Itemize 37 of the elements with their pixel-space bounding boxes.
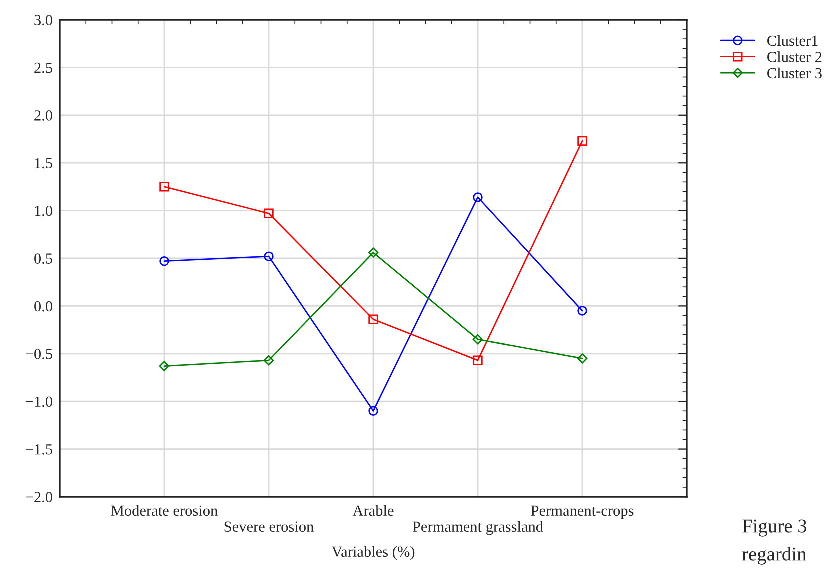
y-tick-label: 3.0: [34, 15, 52, 26]
point: [577, 354, 588, 364]
y-tick-label: −1.5: [26, 444, 52, 455]
point: [160, 182, 170, 192]
point: [264, 252, 274, 262]
x-tick-label: Arable: [352, 505, 394, 516]
point: [368, 406, 378, 416]
y-tick-label: −0.5: [26, 349, 52, 360]
x-tick-label: Severe erosion: [224, 522, 314, 532]
caption: Figure 3: [742, 520, 807, 537]
text: regardin: [742, 547, 806, 565]
y-tick-label: 1.0: [35, 206, 52, 216]
point: [578, 136, 588, 146]
point: [159, 361, 170, 372]
point: [368, 248, 379, 258]
y-tick-label: 0.5: [34, 254, 52, 264]
y-tick-label: −2.0: [26, 492, 52, 503]
y-tick-label: 2.5: [34, 62, 52, 74]
y-tick-label: 0.0: [34, 301, 52, 312]
point: [473, 192, 483, 202]
y-tick-label: 1.5: [35, 158, 52, 169]
y-tick-label: 2.0: [34, 110, 52, 121]
x-tick-label: Permament grassland: [412, 521, 544, 536]
point: [472, 334, 484, 345]
point: [264, 355, 274, 366]
legend-label: Cluster1: [768, 35, 818, 46]
x-tick-label: Moderate erosion: [111, 505, 218, 516]
point: [368, 314, 378, 324]
legend-label: Cluster 2: [768, 52, 822, 62]
legend-label: Cluster 3: [768, 68, 822, 79]
y-tick-label: −1.0: [26, 396, 52, 408]
x-tick-label: Permanent-crops: [531, 506, 634, 520]
x-axis-title: Variables (%): [332, 546, 415, 560]
point: [578, 306, 588, 316]
point: [160, 256, 170, 266]
point: [473, 356, 483, 366]
point: [264, 208, 274, 219]
